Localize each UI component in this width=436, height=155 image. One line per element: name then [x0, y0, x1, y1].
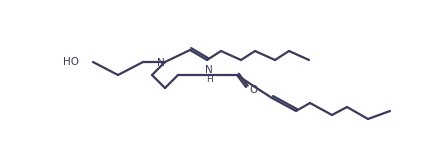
- Text: N: N: [205, 65, 213, 75]
- Text: N: N: [157, 58, 165, 68]
- Text: HO: HO: [63, 57, 79, 67]
- Text: H: H: [206, 75, 212, 84]
- Text: O: O: [249, 85, 257, 95]
